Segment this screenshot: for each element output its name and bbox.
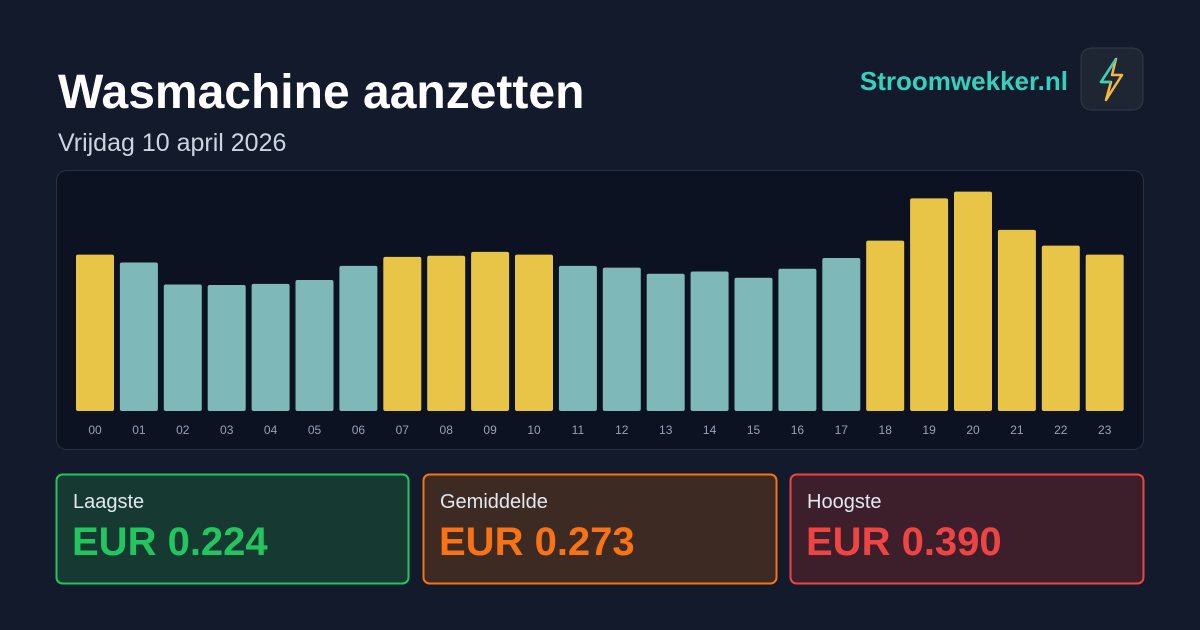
bar [207,285,246,411]
stat-card [55,473,410,585]
brand: Stroomwekker.nl [860,66,1068,96]
bar [1085,254,1124,411]
x-tick-label: 12 [615,423,629,437]
x-tick-label: 02 [176,423,190,437]
stat-value: EUR 0.390 [806,520,1002,564]
stat-label: Laagste [73,491,144,513]
bar [602,267,641,411]
x-tick-label: 19 [922,423,936,437]
bar [558,265,597,411]
bar [954,191,992,411]
lightning-accent [1099,58,1118,84]
x-tick-label: 11 [572,423,585,437]
bar [997,229,1036,411]
bar [251,283,290,411]
bar [119,262,158,411]
x-tick-label: 16 [791,423,805,437]
bar [383,256,422,411]
stats: Laagste EUR 0.224 Gemiddelde EUR 0.273 Hoogs… [55,473,1145,585]
x-tick-label: 15 [747,423,761,437]
stat-card [789,473,1145,585]
bar [427,255,466,411]
title: Wasmachine aanzetten [58,66,584,119]
stat-value: EUR 0.273 [439,520,635,564]
brand-icon [1080,47,1144,111]
x-tick-label: 14 [703,423,717,437]
x-tick-label: 20 [966,423,980,437]
stat-label: Gemiddelde [440,491,548,513]
bar [778,268,817,411]
stat-value: EUR 0.224 [72,520,268,564]
bar [866,240,905,411]
bar [163,284,202,411]
x-tick-label: 07 [396,423,410,437]
x-tick-label: 09 [483,423,497,437]
bar [471,251,510,411]
bar [339,265,378,411]
bar [910,198,949,411]
bar [515,254,553,411]
x-tick-label: 04 [264,423,278,437]
bar [646,273,685,411]
bar [734,277,773,411]
x-tick-label: 05 [308,423,322,437]
x-tick-label: 23 [1098,423,1112,437]
bar [1041,245,1080,411]
bar [295,279,334,411]
subtitle: Vrijdag 10 april 2026 [58,129,286,157]
x-tick-label: 13 [659,423,673,437]
x-tick-label: 08 [440,423,454,437]
x-tick-label: 06 [352,423,366,437]
x-tick-label: 01 [132,423,146,437]
x-tick-label: 17 [835,423,849,437]
stat-card [422,473,778,585]
bar [822,258,861,411]
x-tick-label: 03 [220,423,234,437]
stat-label: Hoogste [807,491,882,513]
x-tick-label: 22 [1054,423,1068,437]
bar [76,254,114,411]
x-tick-label: 18 [879,423,893,437]
bar [690,271,729,411]
bars: 00 01 02 03 04 05 06 07 08 09 10 11 12 13 14 15 16 17 18 19… [76,191,1124,437]
x-tick-label: 00 [88,423,102,437]
x-tick-label: 10 [527,423,541,437]
x-tick-label: 21 [1010,423,1024,437]
